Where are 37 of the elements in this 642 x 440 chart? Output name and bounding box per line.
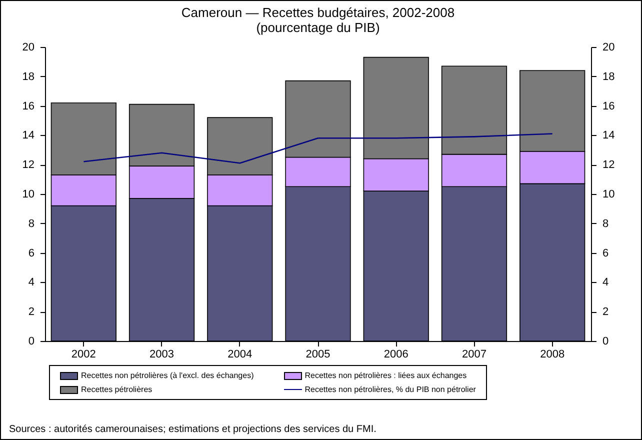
y-tick-label: 0 xyxy=(28,336,34,348)
y2-tick-label: 20 xyxy=(602,42,615,54)
y-tick-label: 6 xyxy=(28,247,34,260)
y2-tick-label: 12 xyxy=(602,159,615,172)
x-tick-label: 2004 xyxy=(228,348,252,360)
x-tick-label: 2005 xyxy=(306,348,330,360)
y-tick-label: 8 xyxy=(28,218,34,230)
y2-tick-label: 18 xyxy=(602,70,615,83)
legend-label: Recettes non pétrolières (à l'excl. des échanges) xyxy=(81,371,254,380)
legend-label: Recettes non pétrolières : liées aux échanges xyxy=(304,371,467,380)
y-tick-label: 4 xyxy=(28,276,34,289)
y-tick-label: 12 xyxy=(22,159,34,172)
x-tick-label: 2006 xyxy=(384,348,408,360)
chart-title: Cameroun — Recettes budgétaires, 2002-2008 xyxy=(181,5,455,20)
y-tick-label: 2 xyxy=(28,306,34,318)
source-note: Sources : autorités camerounaises; estimations et projections des services du FMI. xyxy=(9,424,376,435)
y-tick-label: 16 xyxy=(22,100,34,112)
chart-subtitle: (pourcentage du PIB) xyxy=(256,20,380,35)
y-tick-label: 14 xyxy=(22,130,34,142)
y2-tick-label: 0 xyxy=(602,336,609,348)
y2-tick-label: 4 xyxy=(602,276,609,289)
y2-tick-label: 2 xyxy=(602,306,609,318)
y2-tick-label: 10 xyxy=(602,188,615,200)
y2-tick-label: 8 xyxy=(602,218,609,230)
legend-label: Recettes pétrolières xyxy=(81,385,152,394)
y2-tick-label: 16 xyxy=(602,100,615,112)
x-tick-label: 2008 xyxy=(540,348,565,360)
x-tick-label: 2002 xyxy=(71,348,96,360)
y-tick-label: 18 xyxy=(22,70,34,83)
legend-label: Recettes non pétrolières, % du PIB non pétrolier xyxy=(304,385,476,394)
line-series xyxy=(83,133,553,164)
y2-tick-label: 14 xyxy=(602,130,615,142)
x-tick-label: 2003 xyxy=(150,348,174,360)
x-tick-label: 2007 xyxy=(462,348,486,360)
y2-tick-label: 6 xyxy=(602,247,609,260)
y-tick-label: 10 xyxy=(22,188,34,200)
y-tick-label: 20 xyxy=(22,42,34,54)
